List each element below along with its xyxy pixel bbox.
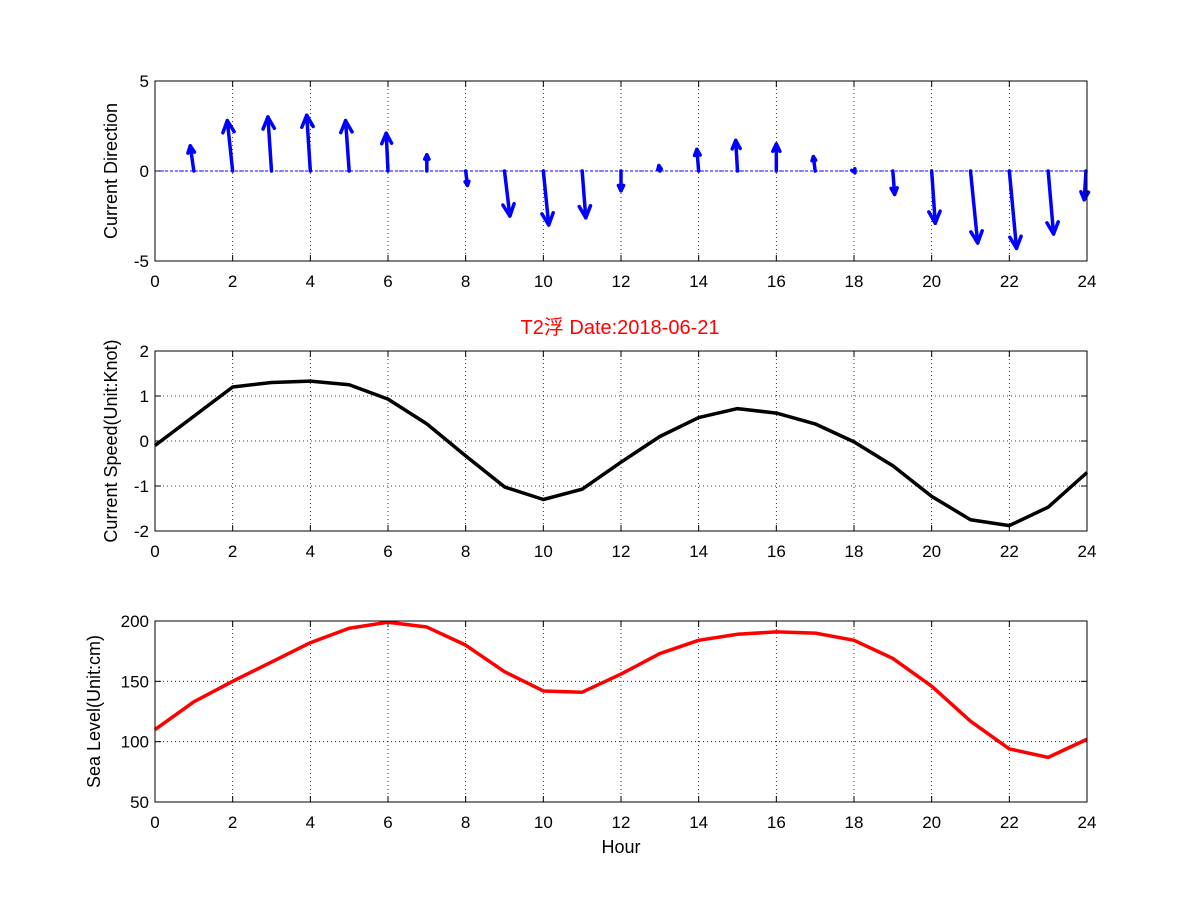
direction-arrow	[1007, 169, 1023, 251]
x-tick-label: 12	[612, 813, 631, 832]
x-tick-label: 22	[1000, 542, 1019, 561]
x-tick-label: 0	[150, 813, 159, 832]
x-tick-label: 22	[1000, 272, 1019, 291]
direction-arrow	[849, 167, 857, 175]
x-tick-label: 12	[612, 542, 631, 561]
x-tick-label: 12	[612, 272, 631, 291]
x-tick-label: 4	[306, 813, 315, 832]
y-tick-label: 200	[121, 612, 149, 631]
y-tick-label: -1	[134, 477, 149, 496]
series-line	[153, 379, 1089, 528]
direction-arrow	[810, 154, 818, 173]
x-tick-label: 16	[767, 272, 786, 291]
x-tick-label: 24	[1078, 542, 1097, 561]
x-tick-label: 18	[845, 813, 864, 832]
x-tick-label: 8	[461, 813, 470, 832]
direction-arrow	[501, 169, 516, 218]
direction-arrow	[380, 131, 394, 173]
x-tick-label: 18	[845, 542, 864, 561]
direction-arrow	[577, 169, 593, 220]
y-tick-label: 150	[121, 672, 149, 691]
x-tick-label: 4	[306, 542, 315, 561]
axes-frame	[154, 620, 1088, 803]
y-axis-label: Current Speed(Unit:Knot)	[101, 339, 121, 542]
x-tick-label: 10	[534, 542, 553, 561]
y-tick-label: -5	[134, 252, 149, 271]
direction-arrow	[771, 142, 782, 173]
y-axis-label: Sea Level(Unit:cm)	[84, 635, 104, 788]
y-tick-label: -2	[134, 522, 149, 541]
x-tick-label: 2	[228, 813, 237, 832]
direction-arrow	[300, 113, 315, 173]
x-tick-label: 16	[767, 813, 786, 832]
x-tick-label: 2	[228, 272, 237, 291]
y-tick-label: 100	[121, 733, 149, 752]
direction-arrow	[656, 163, 663, 173]
x-tick-label: 6	[383, 272, 392, 291]
y-tick-label: 5	[140, 72, 149, 91]
x-tick-label: 6	[383, 813, 392, 832]
direction-arrow	[927, 169, 942, 225]
x-axis-label: Hour	[601, 837, 640, 857]
x-tick-label: 20	[922, 542, 941, 561]
direction-arrow	[616, 169, 626, 193]
x-tick-label: 14	[689, 813, 708, 832]
direction-arrow	[463, 169, 471, 188]
y-tick-label: 2	[140, 342, 149, 361]
direction-arrow	[261, 115, 277, 173]
y-tick-label: 50	[130, 793, 149, 812]
direction-arrow	[968, 169, 984, 245]
x-tick-label: 8	[461, 272, 470, 291]
direction-arrow	[422, 153, 431, 173]
x-tick-label: 14	[689, 542, 708, 561]
direction-arrow	[339, 118, 354, 173]
x-tick-label: 20	[922, 813, 941, 832]
chart-title: T2浮 Date:2018-06-21	[520, 316, 719, 339]
direction-arrow	[1045, 169, 1060, 236]
x-tick-label: 0	[150, 542, 159, 561]
x-tick-label: 16	[767, 542, 786, 561]
x-tick-label: 8	[461, 542, 470, 561]
y-tick-label: 1	[140, 387, 149, 406]
x-tick-label: 22	[1000, 813, 1019, 832]
direction-arrow	[889, 169, 899, 197]
y-tick-label: 0	[140, 162, 149, 181]
x-tick-label: 18	[845, 272, 864, 291]
x-tick-label: 10	[534, 813, 553, 832]
direction-arrow	[540, 169, 555, 227]
y-tick-label: 0	[140, 432, 149, 451]
direction-arrow	[730, 138, 742, 173]
x-tick-label: 4	[306, 272, 315, 291]
direction-arrow	[692, 147, 702, 173]
x-tick-label: 20	[922, 272, 941, 291]
series-line	[153, 620, 1088, 760]
x-tick-label: 10	[534, 272, 553, 291]
x-tick-label: 24	[1078, 272, 1097, 291]
x-tick-label: 2	[228, 542, 237, 561]
x-tick-label: 0	[150, 272, 159, 291]
y-axis-label: Current Direction	[101, 103, 121, 239]
axes-frame	[154, 350, 1088, 532]
x-tick-label: 24	[1078, 813, 1097, 832]
axes-frame	[154, 80, 1088, 262]
direction-arrow	[221, 118, 236, 173]
x-tick-label: 14	[689, 272, 708, 291]
x-tick-label: 6	[383, 542, 392, 561]
direction-arrow	[186, 144, 197, 173]
